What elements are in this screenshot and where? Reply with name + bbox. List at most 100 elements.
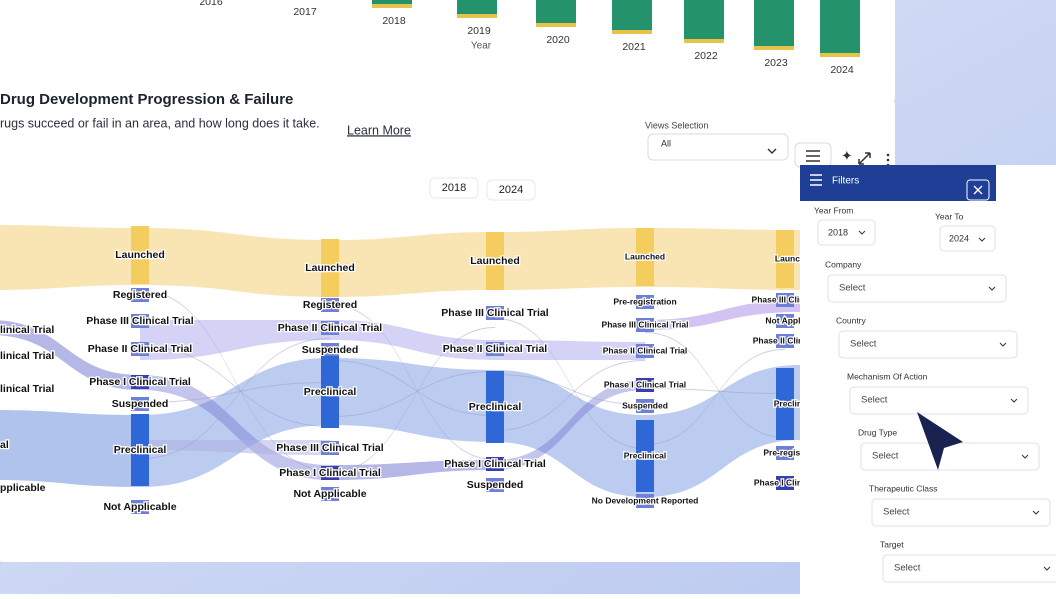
flow: [0, 410, 140, 487]
more-dot[interactable]: [886, 158, 890, 162]
node-label: Launched: [625, 251, 665, 261]
toggle-chip[interactable]: [429, 177, 479, 199]
select-value: 2018: [828, 227, 848, 237]
select-box[interactable]: [838, 330, 1018, 359]
flow: [495, 340, 645, 360]
sankey-node[interactable]: [321, 343, 339, 357]
select-placeholder: Select: [850, 339, 877, 350]
sankey-node[interactable]: [776, 230, 794, 288]
sankey-node[interactable]: [636, 378, 654, 392]
close-button[interactable]: [966, 179, 990, 201]
field-label: Company: [825, 259, 862, 269]
node-label: linical Trial: [0, 383, 54, 395]
sankey-node[interactable]: [321, 239, 339, 297]
sankey-node[interactable]: [486, 457, 504, 471]
sankey-node[interactable]: [776, 334, 794, 348]
sankey-node[interactable]: [636, 295, 654, 309]
sankey-node[interactable]: [131, 314, 149, 328]
flow: [330, 327, 495, 473]
sankey-node[interactable]: [486, 342, 504, 356]
node-label: Pre-registration: [613, 296, 676, 306]
select-placeholder: Select: [861, 395, 888, 406]
x-tick-label: 2024: [830, 64, 854, 76]
flow: [140, 290, 330, 471]
x-tick-label: 2021: [622, 41, 646, 53]
sankey-node[interactable]: [131, 342, 149, 356]
sankey-node[interactable]: [321, 487, 339, 501]
flow: [495, 318, 645, 449]
select-box[interactable]: [827, 274, 1007, 303]
chevron: [1010, 398, 1018, 403]
bar-base: [612, 30, 652, 34]
field-label: Therapeutic Class: [869, 483, 938, 493]
more-dot[interactable]: [886, 153, 890, 157]
sankey-node[interactable]: [636, 494, 654, 508]
ai-button[interactable]: ✦: [841, 148, 853, 164]
sankey-node[interactable]: [486, 306, 504, 320]
expand-button[interactable]: [858, 152, 871, 165]
sankey-node[interactable]: [321, 321, 339, 335]
flow: [140, 320, 330, 360]
bar: [536, 0, 576, 27]
select-placeholder: Select: [894, 563, 921, 574]
year-from-select[interactable]: [817, 219, 876, 246]
panel-header: [800, 165, 996, 201]
node-label: Phase III Clinical Trial: [602, 319, 689, 329]
learn-more-link[interactable]: Learn More: [347, 123, 411, 137]
sankey-node[interactable]: [131, 414, 149, 486]
sankey-node[interactable]: [636, 399, 654, 413]
sankey-node[interactable]: [131, 500, 149, 514]
sankey-node[interactable]: [131, 375, 149, 389]
select-box[interactable]: [871, 498, 1051, 527]
sankey-node[interactable]: [636, 228, 654, 286]
flow: [645, 228, 800, 290]
x-tick-label: 2023: [764, 57, 788, 69]
sankey-node[interactable]: [636, 344, 654, 358]
sankey-node[interactable]: [486, 478, 504, 492]
select-box[interactable]: [849, 386, 1029, 415]
sankey-node[interactable]: [636, 420, 654, 492]
toggle-chip[interactable]: [486, 179, 536, 201]
node-label: Phase I Clinical Trial: [604, 379, 686, 389]
views-select[interactable]: [647, 133, 789, 161]
sankey-node[interactable]: [321, 441, 339, 455]
select-box[interactable]: [882, 554, 1056, 583]
sankey-node[interactable]: [636, 318, 654, 332]
node-label: linical Trial: [0, 350, 54, 362]
bar-base: [684, 39, 724, 43]
node-label: Preclinical: [469, 401, 522, 413]
panel-title: Filters: [832, 176, 859, 187]
sankey-node[interactable]: [776, 446, 794, 460]
year-toggle: 2018 2024: [429, 177, 536, 201]
sankey-node[interactable]: [776, 368, 794, 440]
flow: [495, 380, 645, 470]
node-label: Preclinical: [624, 450, 667, 460]
filter-button[interactable]: [794, 142, 832, 168]
bar-base: [457, 14, 497, 18]
chevron: [1043, 566, 1051, 571]
x-tick-label: 2016: [199, 0, 223, 8]
chevron: [767, 148, 777, 154]
sankey-node[interactable]: [321, 356, 339, 428]
node-label: pplicable: [0, 482, 46, 494]
views-value: All: [661, 138, 671, 148]
year-to-select[interactable]: [939, 225, 996, 252]
mouse-cursor: [917, 412, 963, 470]
sankey-node[interactable]: [776, 293, 794, 307]
sankey-node[interactable]: [131, 288, 149, 302]
sankey-node[interactable]: [131, 226, 149, 284]
sankey-node[interactable]: [486, 232, 504, 290]
toggle-label: 2024: [499, 184, 523, 196]
sankey-node[interactable]: [321, 298, 339, 312]
sankey-node[interactable]: [131, 397, 149, 411]
flow: [330, 232, 495, 297]
sankey-node[interactable]: [776, 476, 794, 490]
top-card: [0, 0, 895, 110]
sankey-node[interactable]: [776, 314, 794, 328]
select-value: 2024: [949, 233, 969, 243]
flow: [495, 370, 645, 497]
views-label: Views Selection: [645, 120, 708, 130]
sankey-node[interactable]: [321, 466, 339, 480]
sankey-node[interactable]: [486, 371, 504, 443]
flow: [645, 300, 800, 330]
